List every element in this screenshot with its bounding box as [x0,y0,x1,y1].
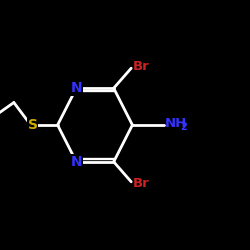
Text: 2: 2 [180,122,187,132]
Text: S: S [28,118,38,132]
Text: NH: NH [165,117,187,130]
Text: N: N [70,81,82,95]
Text: N: N [70,155,82,169]
Text: Br: Br [132,60,149,74]
Text: Br: Br [132,176,149,190]
